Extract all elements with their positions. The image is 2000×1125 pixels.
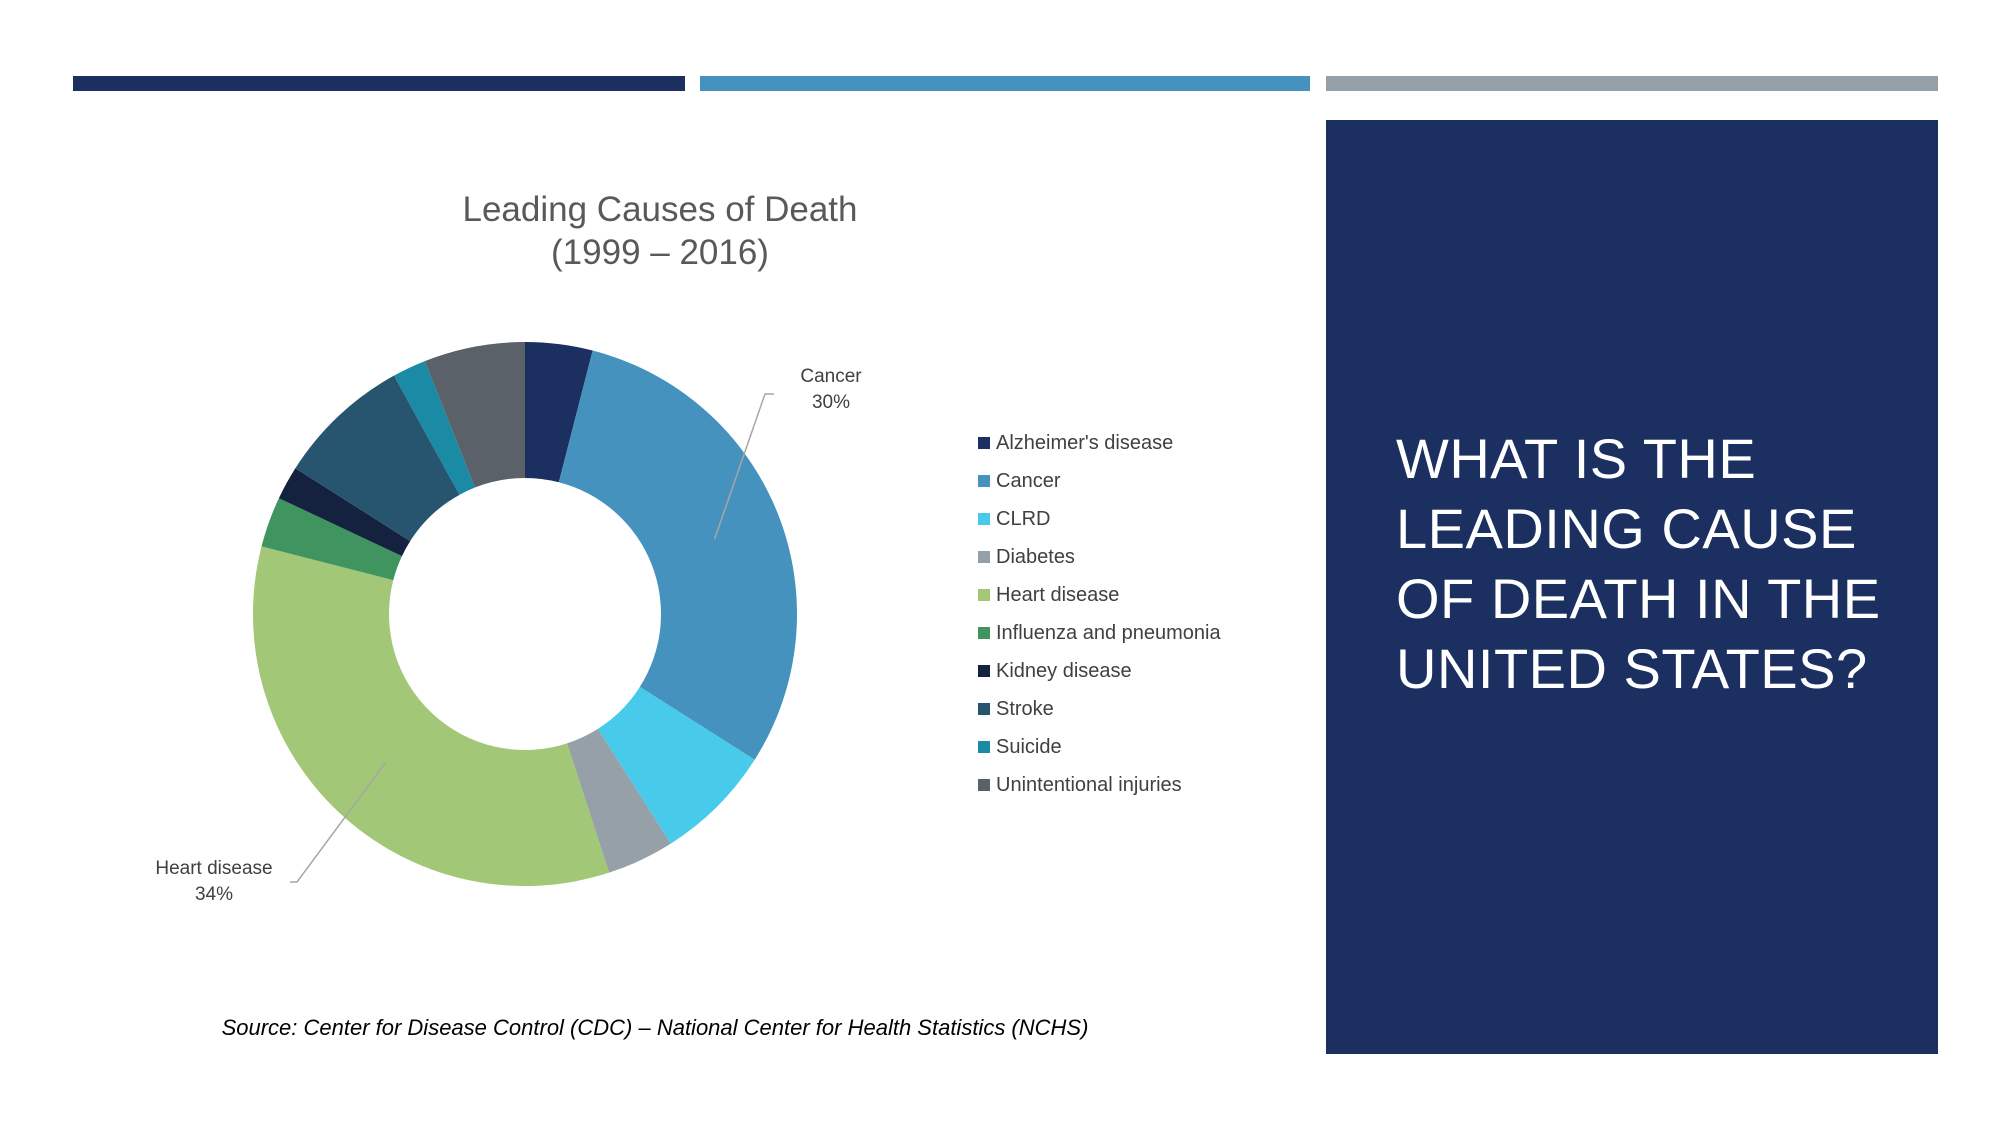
legend-swatch-unintentional-injuries	[978, 779, 990, 791]
legend-item-kidney-disease: Kidney disease	[978, 652, 1221, 690]
donut-chart	[252, 342, 797, 886]
donut-slices	[252, 342, 797, 886]
chart-legend: Alzheimer's disease Cancer CLRD Diabetes Hea…	[978, 424, 1221, 804]
slice-influenza-and-pneumonia	[261, 498, 402, 581]
legend-swatch-stroke	[978, 703, 990, 715]
legend-label-unintentional-injuries: Unintentional injuries	[996, 773, 1182, 796]
side-panel-question: What is the leading cause of death in th…	[1396, 427, 1881, 700]
legend-label-suicide: Suicide	[996, 735, 1062, 758]
legend-swatch-heart-disease	[978, 589, 990, 601]
legend-label-clrd: CLRD	[996, 507, 1051, 530]
legend-swatch-cancer	[978, 475, 990, 487]
legend-label-kidney-disease: Kidney disease	[996, 659, 1132, 682]
data-label-cancer: Cancer 30%	[781, 364, 881, 416]
slice-clrd	[597, 686, 755, 844]
data-label-heart-category: Heart disease	[155, 858, 273, 879]
slice-stroke	[295, 375, 460, 542]
slice-heart-disease	[252, 546, 610, 886]
legend-label-stroke: Stroke	[996, 697, 1054, 720]
legend-label-heart-disease: Heart disease	[996, 583, 1120, 606]
legend-swatch-clrd	[978, 513, 990, 525]
legend-label-influenza-and-pneumonia: Influenza and pneumonia	[996, 621, 1221, 644]
legend-item-clrd: CLRD	[978, 500, 1221, 538]
legend-item-stroke: Stroke	[978, 690, 1221, 728]
chart-title: Leading Causes of Death (1999 – 2016)	[360, 188, 960, 274]
slice-diabetes	[567, 728, 671, 873]
legend-item-unintentional-injuries: Unintentional injuries	[978, 766, 1221, 804]
leader-lines	[290, 393, 774, 883]
slice-suicide	[393, 361, 475, 495]
chart-title-line-2: (1999 – 2016)	[551, 233, 769, 272]
slice-unintentional-injuries	[424, 342, 525, 488]
slice-cancer	[558, 350, 797, 760]
source-note: Source: Center for Disease Control (CDC)…	[221, 1015, 1089, 1040]
slice-kidney-disease	[278, 468, 411, 557]
header-bar-navy	[73, 76, 685, 91]
legend-label-alzheimer-s-disease: Alzheimer's disease	[996, 431, 1174, 454]
legend-label-cancer: Cancer	[996, 469, 1061, 492]
legend-swatch-kidney-disease	[978, 665, 990, 677]
legend-item-influenza-and-pneumonia: Influenza and pneumonia	[978, 614, 1221, 652]
chart-title-line-1: Leading Causes of Death	[462, 190, 858, 229]
leader-line-cancer	[713, 393, 774, 540]
legend-item-suicide: Suicide	[978, 728, 1221, 766]
slice-alzheimer-s-disease	[525, 342, 593, 483]
data-label-heart-disease: Heart disease 34%	[134, 856, 294, 908]
legend-swatch-influenza-and-pneumonia	[978, 627, 990, 639]
legend-swatch-alzheimer-s-disease	[978, 437, 990, 449]
legend-label-diabetes: Diabetes	[996, 545, 1075, 568]
legend-item-alzheimer-s-disease: Alzheimer's disease	[978, 424, 1221, 462]
data-label-cancer-category: Cancer	[800, 366, 862, 387]
side-panel: What is the leading cause of death in th…	[1326, 120, 1938, 1054]
legend-item-diabetes: Diabetes	[978, 538, 1221, 576]
legend-swatch-diabetes	[978, 551, 990, 563]
header-bar-blue	[700, 76, 1310, 91]
legend-item-heart-disease: Heart disease	[978, 576, 1221, 614]
leader-line-heart-disease	[290, 762, 386, 883]
data-label-cancer-value: 30%	[811, 392, 851, 413]
data-label-heart-value: 34%	[194, 884, 234, 905]
header-bar-gray	[1326, 76, 1938, 91]
legend-item-cancer: Cancer	[978, 462, 1221, 500]
legend-swatch-suicide	[978, 741, 990, 753]
